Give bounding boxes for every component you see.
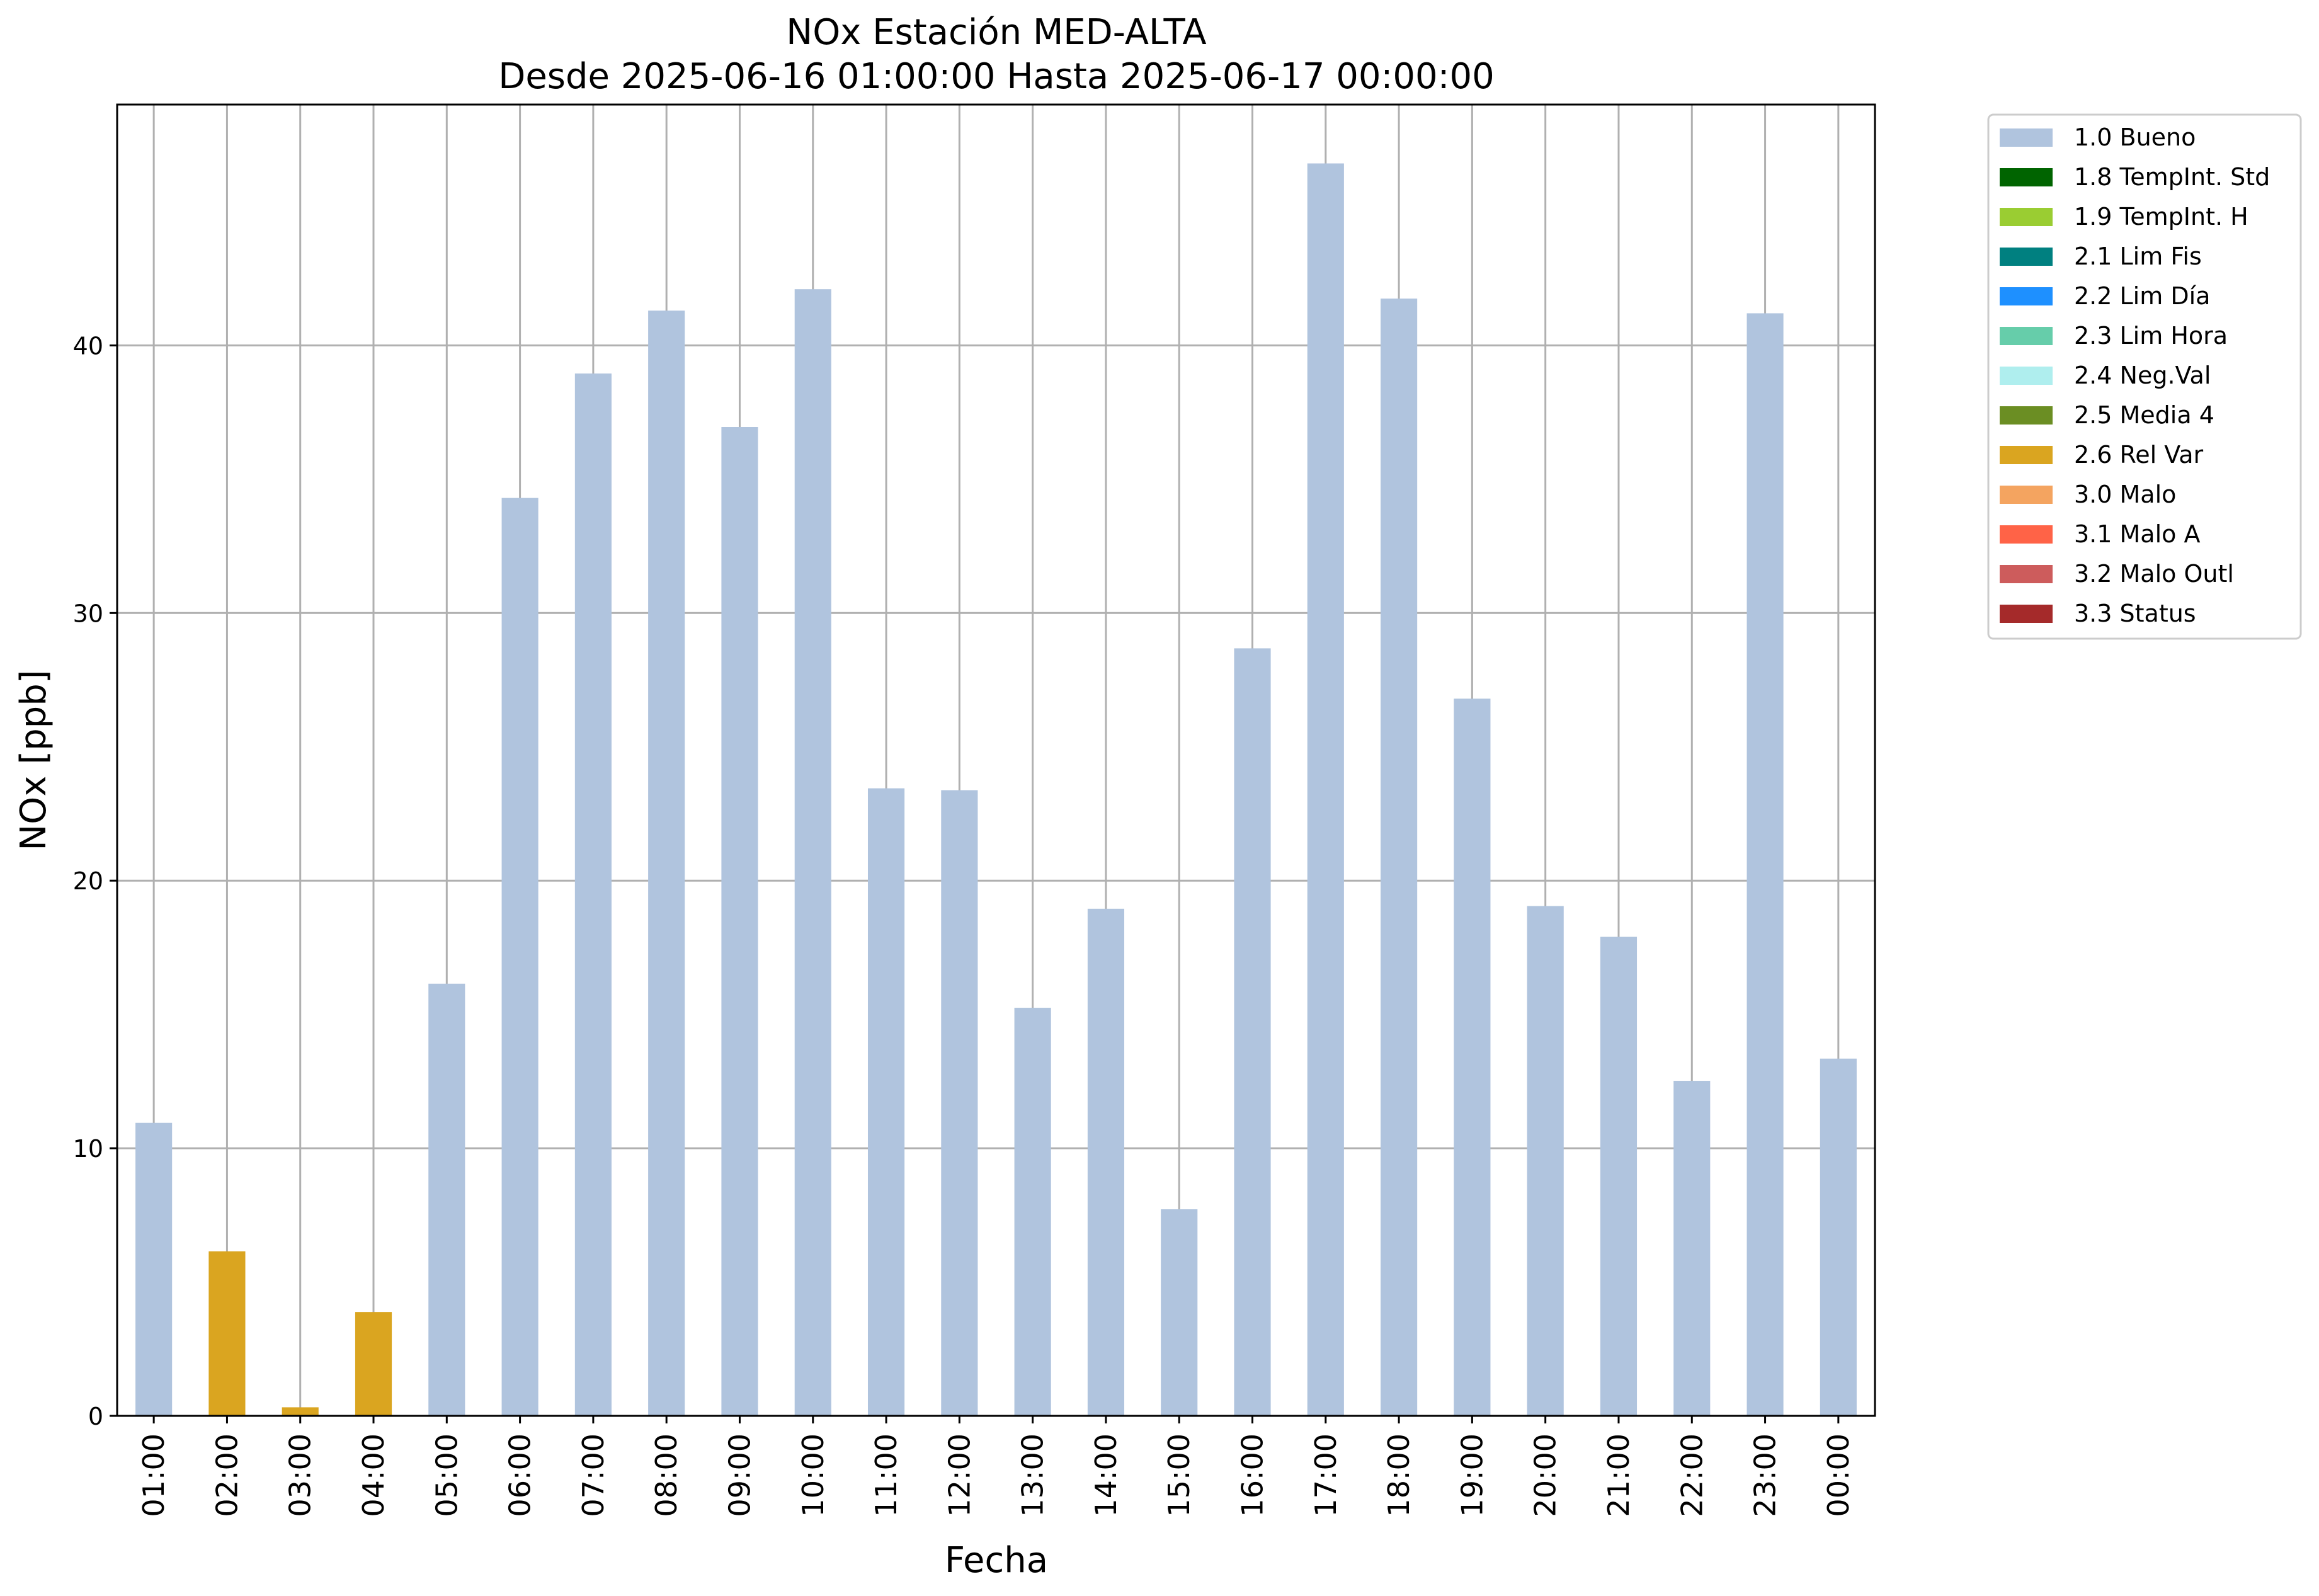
x-tick-label: 16:00	[1236, 1434, 1270, 1517]
legend-label: 2.1 Lim Fis	[2074, 242, 2202, 270]
x-tick-label: 09:00	[722, 1434, 756, 1517]
x-tick-label: 22:00	[1675, 1434, 1709, 1517]
legend-swatch	[2000, 525, 2053, 544]
legend-label: 3.3 Status	[2074, 600, 2196, 627]
bar-1500	[1161, 1209, 1198, 1416]
bar-0600	[501, 498, 538, 1416]
legend-frame	[1987, 113, 2302, 640]
bar-1700	[1307, 163, 1344, 1416]
legend-label: 1.9 TempInt. H	[2074, 203, 2248, 231]
x-tick-label: 19:00	[1455, 1434, 1489, 1517]
bars	[135, 163, 1857, 1416]
y-tick-label: 20	[73, 867, 103, 895]
x-tick-label: 10:00	[796, 1434, 830, 1517]
bar-1000	[794, 289, 831, 1416]
legend-label: 3.2 Malo Outl	[2074, 560, 2234, 588]
bar-1900	[1454, 698, 1491, 1416]
x-tick-label: 18:00	[1382, 1434, 1416, 1517]
bar-2300	[1746, 313, 1784, 1416]
bar-1300	[1014, 1008, 1051, 1416]
x-tick-label: 07:00	[576, 1434, 610, 1517]
legend-swatch	[2000, 327, 2053, 345]
y-axis-label: NOx [ppb]	[13, 670, 54, 850]
bar-2000	[1527, 906, 1564, 1416]
x-tick-label: 03:00	[283, 1434, 317, 1517]
x-tick-label: 08:00	[649, 1434, 683, 1517]
bar-1100	[867, 788, 905, 1416]
axis-ticks: 01:00 02:00 03:00 04:00 05:00 06:00 07:00 08:00…	[73, 332, 1855, 1517]
x-axis-label: Fecha	[945, 1540, 1048, 1581]
bar-0400	[355, 1312, 392, 1416]
bar-0900	[721, 427, 758, 1416]
legend-label: 2.4 Neg.Val	[2074, 362, 2211, 389]
bar-0800	[648, 311, 685, 1416]
legend-label: 2.6 Rel Var	[2074, 441, 2204, 469]
bar-0100	[135, 1122, 173, 1416]
y-tick-label: 40	[73, 332, 103, 360]
legend-label: 2.3 Lim Hora	[2074, 322, 2228, 350]
x-tick-label: 00:00	[1821, 1434, 1855, 1517]
legend-label: 1.0 Bueno	[2074, 123, 2196, 151]
legend-swatch	[2000, 446, 2053, 464]
bar-2100	[1600, 937, 1638, 1416]
legend-label: 3.0 Malo	[2074, 481, 2176, 508]
x-tick-label: 20:00	[1529, 1434, 1563, 1517]
bar-0700	[574, 373, 612, 1416]
x-tick-label: 14:00	[1089, 1434, 1123, 1517]
bar-0200	[208, 1251, 246, 1416]
legend-swatch	[2000, 605, 2053, 623]
legend-label: 2.2 Lim Día	[2074, 282, 2210, 310]
legend-swatch	[2000, 208, 2053, 226]
legend-label: 3.1 Malo A	[2074, 520, 2200, 548]
x-tick-label: 04:00	[356, 1434, 390, 1517]
plot-frame	[116, 103, 1876, 1417]
chart-subtitle: Desde 2025-06-16 01:00:00 Hasta 2025-06-…	[498, 56, 1495, 97]
legend-swatch	[2000, 168, 2053, 186]
x-tick-label: 05:00	[430, 1434, 464, 1517]
y-tick-label: 10	[73, 1135, 103, 1163]
x-tick-label: 17:00	[1309, 1434, 1343, 1517]
legend-label: 1.8 TempInt. Std	[2074, 163, 2270, 191]
y-tick-label: 30	[73, 600, 103, 627]
bar-0300	[282, 1407, 319, 1416]
x-tick-label: 11:00	[869, 1434, 903, 1517]
x-tick-label: 21:00	[1602, 1434, 1636, 1517]
legend-swatch	[2000, 287, 2053, 305]
legend-swatch	[2000, 565, 2053, 583]
bar-1400	[1087, 908, 1125, 1416]
x-tick-label: 06:00	[503, 1434, 537, 1517]
bar-0500	[428, 983, 465, 1416]
x-tick-label: 01:00	[137, 1434, 171, 1517]
x-tick-label: 02:00	[210, 1434, 244, 1517]
x-tick-label: 12:00	[942, 1434, 976, 1517]
x-tick-label: 15:00	[1162, 1434, 1196, 1517]
legend-swatch	[2000, 367, 2053, 385]
legend-label: 2.5 Media 4	[2074, 401, 2214, 429]
bar-0000	[1820, 1058, 1857, 1416]
bar-2200	[1673, 1081, 1711, 1416]
x-tick-label: 13:00	[1016, 1434, 1050, 1517]
legend-swatch	[2000, 128, 2053, 147]
bar-1200	[941, 790, 978, 1416]
legend-swatch	[2000, 486, 2053, 504]
bar-1800	[1381, 299, 1418, 1416]
chart-title: NOx Estación MED-ALTA	[786, 12, 1206, 53]
legend: 1.0 Bueno 1.8 TempInt. Std 1.9 TempInt. H 2…	[1987, 113, 2302, 640]
legend-swatch	[2000, 406, 2053, 425]
x-tick-label: 23:00	[1748, 1434, 1782, 1517]
y-tick-label: 0	[88, 1403, 103, 1430]
bar-1600	[1234, 648, 1271, 1416]
legend-swatch	[2000, 248, 2053, 266]
